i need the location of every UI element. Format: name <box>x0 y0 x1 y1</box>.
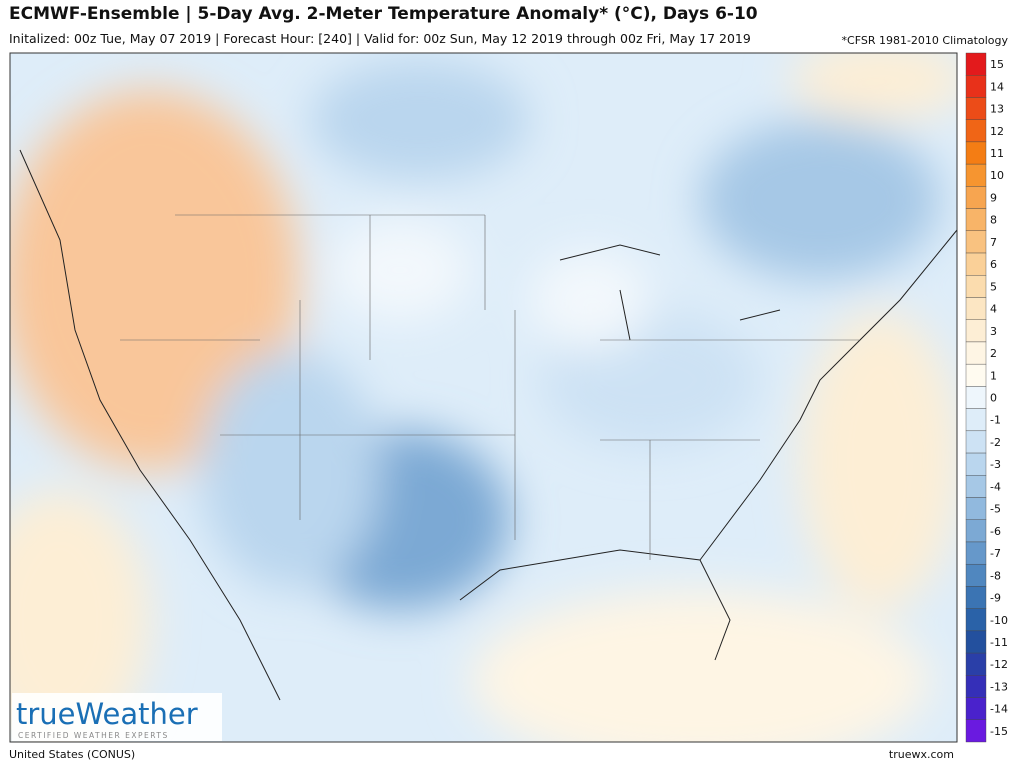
colorbar-label: 10 <box>990 169 1004 182</box>
colorbar-bin <box>965 430 987 454</box>
colorbar-bin <box>965 230 987 254</box>
colorbar-label: -9 <box>990 592 1001 605</box>
colorbar-label: 11 <box>990 147 1004 160</box>
colorbar-label: -14 <box>990 703 1008 716</box>
colorbar-bin <box>965 386 987 409</box>
colorbar-label: 15 <box>990 58 1004 71</box>
state-borders <box>120 214 860 560</box>
colorbar-bin <box>965 452 987 476</box>
colorbar-bin <box>965 541 987 565</box>
colorbar-bin <box>965 275 987 298</box>
colorbar-bin <box>965 697 987 720</box>
colorbar-bin <box>965 408 987 432</box>
coastlines <box>19 149 958 701</box>
colorbar-label: 7 <box>990 236 997 249</box>
colorbar-label: 2 <box>990 347 997 360</box>
colorbar-label: 1 <box>990 369 997 382</box>
colorbar: 1514131211109876543210-1-2-3-4-5-6-7-8-9… <box>965 52 1008 743</box>
site-label: truewx.com <box>888 748 954 761</box>
colorbar-label: -10 <box>990 614 1008 627</box>
colorbar-bin <box>965 563 987 587</box>
colorbar-bin <box>965 586 987 609</box>
colorbar-label: 5 <box>990 280 997 293</box>
colorbar-bin <box>965 475 987 498</box>
colorbar-bin <box>965 208 987 232</box>
colorbar-label: -8 <box>990 569 1001 582</box>
logo-name: trueWeather <box>16 697 198 731</box>
colorbar-label: -13 <box>990 680 1008 693</box>
colorbar-bin <box>965 363 987 387</box>
colorbar-bin <box>965 52 987 76</box>
colorbar-bin <box>965 675 987 698</box>
map-frame <box>9 52 958 743</box>
region-label: United States (CONUS) <box>9 748 136 761</box>
colorbar-label: -3 <box>990 458 1001 471</box>
colorbar-bin <box>965 630 987 654</box>
colorbar-bin <box>965 75 987 98</box>
colorbar-label: -4 <box>990 480 1001 493</box>
logo-box <box>12 693 222 741</box>
colorbar-bin <box>965 163 987 187</box>
colorbar-bin <box>965 497 987 520</box>
colorbar-bin <box>965 652 987 676</box>
colorbar-bin <box>965 608 987 632</box>
map-title: ECMWF-Ensemble | 5-Day Avg. 2-Meter Temp… <box>9 4 758 24</box>
colorbar-bin <box>965 119 987 143</box>
colorbar-label: 14 <box>990 80 1004 93</box>
colorbar-bin <box>965 141 987 165</box>
colorbar-label: -6 <box>990 525 1001 538</box>
colorbar-label: 3 <box>990 325 997 338</box>
colorbar-bin <box>965 297 987 320</box>
colorbar-bin <box>965 719 987 743</box>
colorbar-label: -15 <box>990 725 1008 738</box>
anomaly-field <box>10 53 957 742</box>
colorbar-bin <box>965 186 987 209</box>
colorbar-label: 0 <box>990 392 997 405</box>
colorbar-label: -7 <box>990 547 1001 560</box>
colorbar-label: -2 <box>990 436 1001 449</box>
colorbar-bin <box>965 341 987 365</box>
colorbar-label: 9 <box>990 191 997 204</box>
colorbar-label: -1 <box>990 414 1001 427</box>
colorbar-bin <box>965 252 987 276</box>
colorbar-bin <box>965 519 987 543</box>
colorbar-label: -11 <box>990 636 1008 649</box>
map-subtitle: Initalized: 00z Tue, May 07 2019 | Forec… <box>9 31 751 46</box>
colorbar-label: -5 <box>990 503 1001 516</box>
colorbar-label: 4 <box>990 303 997 316</box>
colorbar-label: 6 <box>990 258 997 271</box>
colorbar-label: 8 <box>990 214 997 227</box>
colorbar-bin <box>965 319 987 343</box>
logo-tagline: CERTIFIED WEATHER EXPERTS <box>18 731 169 740</box>
colorbar-label: 13 <box>990 103 1004 116</box>
colorbar-label: 12 <box>990 125 1004 138</box>
colorbar-label: -12 <box>990 658 1008 671</box>
colorbar-bin <box>965 97 987 120</box>
climatology-note: *CFSR 1981-2010 Climatology <box>841 34 1008 47</box>
